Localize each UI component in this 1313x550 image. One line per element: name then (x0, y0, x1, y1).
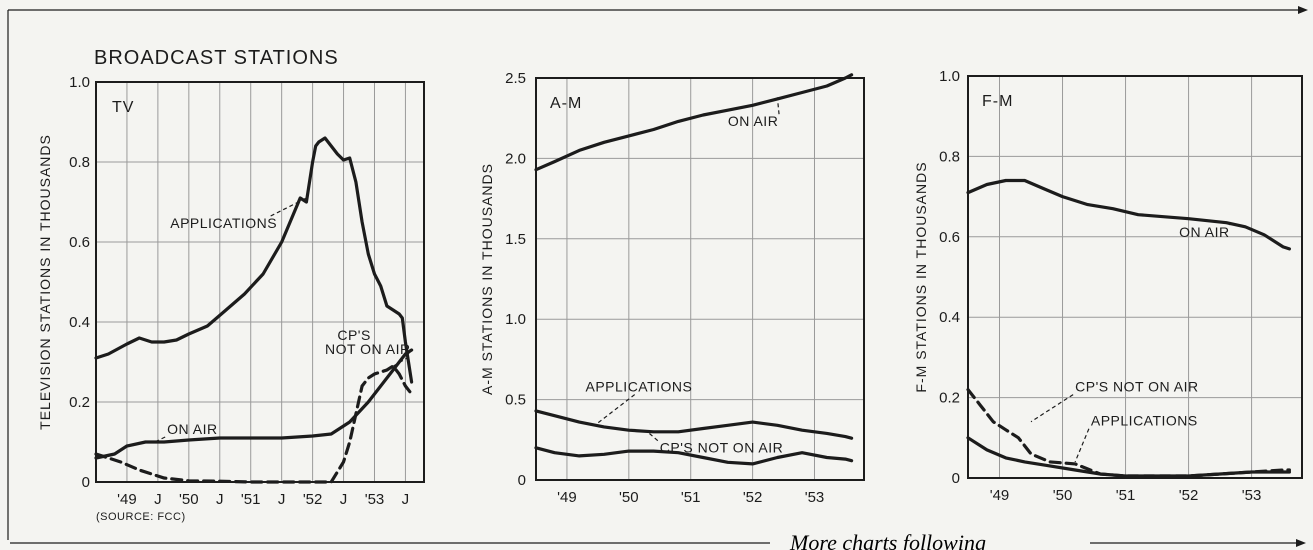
annotation-applications: APPLICATIONS (170, 215, 277, 231)
annotation-on-air: ON AIR (1179, 224, 1229, 240)
annotation-leader (389, 356, 410, 369)
series-line-on-air (534, 73, 854, 172)
annotation-applications: APPLICATIONS (586, 379, 693, 395)
footer-caption: More charts following (789, 530, 986, 550)
x-tick-label: J (216, 491, 224, 508)
x-tick-label: '49 (117, 491, 137, 508)
annotation-on-air: ON AIR (728, 113, 778, 129)
y-tick-label: 0 (82, 474, 90, 491)
y-tick-label: 2.5 (505, 70, 526, 87)
series-line-applications (94, 136, 414, 384)
annotation-cp-s-not-on-air: CP'S NOT ON AIR (660, 440, 784, 456)
y-tick-label: 1.0 (505, 311, 526, 328)
x-tick-label: J (154, 491, 162, 508)
annotation-on-air: ON AIR (167, 421, 217, 437)
y-tick-label: 0.6 (69, 234, 90, 251)
x-tick-label: '51 (241, 491, 261, 508)
y-tick-label: 1.0 (69, 74, 90, 91)
top-rule-arrowhead (1298, 6, 1308, 14)
annotation-leader (1074, 428, 1090, 463)
x-tick-label: '50 (179, 491, 199, 508)
am-chart: 0 0.5 1.0 1.5 2.0 2.5 '49 '50 '51 '52 '53 A-M STATI… (479, 70, 865, 506)
y-axis-title: F-M STATIONS IN THOUSANDS (913, 161, 929, 392)
y-tick-label: 0.2 (939, 390, 960, 407)
plot-frame (535, 77, 865, 481)
y-tick-label: 0.4 (939, 309, 960, 326)
x-tick-label: '53 (1242, 487, 1262, 504)
y-tick-label: 0.4 (69, 314, 90, 331)
footer-arrowhead (1296, 539, 1306, 547)
x-tick-label: '52 (1179, 487, 1199, 504)
annotation-cp-s-not-on-air: CP'S NOT ON AIR (1075, 379, 1199, 395)
annotation-cp-s: CP'S (337, 327, 370, 343)
fm-chart: 0 0.2 0.4 0.6 0.8 1.0 '49 '50 '51 '52 '53 F-M STATI… (913, 68, 1303, 504)
series-line-applications (966, 436, 1291, 478)
panel-label: F-M (982, 93, 1013, 110)
y-tick-label: 0 (518, 472, 526, 489)
y-tick-label: 0.8 (939, 148, 960, 165)
annotation-leader (594, 394, 636, 426)
x-tick-label: '49 (990, 487, 1010, 504)
x-tick-label: '51 (681, 489, 701, 506)
x-tick-label: '52 (303, 491, 323, 508)
series-line-cp-s-not-on-air (94, 363, 414, 484)
annotation-leader (776, 97, 780, 115)
x-tick-label: '50 (619, 489, 639, 506)
annotation-leader (1030, 394, 1074, 423)
series-line-cp-s-not-on-air (966, 388, 1291, 478)
x-tick-label: J (402, 491, 410, 508)
annotation-leader (154, 436, 166, 443)
y-axis-title: A-M STATIONS IN THOUSANDS (479, 163, 495, 395)
series-line-applications (534, 409, 854, 440)
series-line-on-air (94, 348, 414, 460)
panel-label: A-M (550, 95, 582, 112)
x-tick-label: '53 (365, 491, 385, 508)
x-tick-label: J (278, 491, 286, 508)
x-tick-label: J (340, 491, 348, 508)
x-tick-label: '53 (805, 489, 825, 506)
figure-title: BROADCAST STATIONS (94, 47, 339, 69)
y-axis-title: TELEVISION STATIONS IN THOUSANDS (37, 134, 53, 430)
x-tick-label: '52 (743, 489, 763, 506)
x-tick-label: '49 (557, 489, 577, 506)
series-line-on-air (966, 178, 1291, 251)
series-line-cp-s-not-on-air (534, 446, 854, 466)
y-tick-label: 0.5 (505, 392, 526, 409)
annotation-applications: APPLICATIONS (1091, 413, 1198, 429)
y-tick-label: 0 (952, 470, 960, 487)
x-tick-label: '50 (1053, 487, 1073, 504)
source-note: (SOURCE: FCC) (96, 511, 186, 523)
gridlines (536, 77, 864, 481)
y-tick-label: 0.2 (69, 394, 90, 411)
gridlines (96, 81, 424, 483)
y-tick-label: 1.0 (939, 68, 960, 85)
annotation-not-on-air: NOT ON AIR (325, 341, 411, 357)
plot-frame (967, 75, 1303, 479)
y-tick-label: 1.5 (505, 231, 526, 248)
annotation-leader (647, 431, 659, 442)
y-tick-label: 0.8 (69, 154, 90, 171)
tv-chart: 0 0.2 0.4 0.6 0.8 1.0 '49 J '50 J '51 J '52 J '53 J TELE… (37, 74, 425, 508)
y-tick-label: 2.0 (505, 150, 526, 167)
annotation-leader (1226, 222, 1231, 226)
x-tick-label: '51 (1116, 487, 1136, 504)
panel-label: TV (112, 99, 134, 116)
annotation-leader (270, 197, 307, 217)
y-tick-label: 0.6 (939, 229, 960, 246)
